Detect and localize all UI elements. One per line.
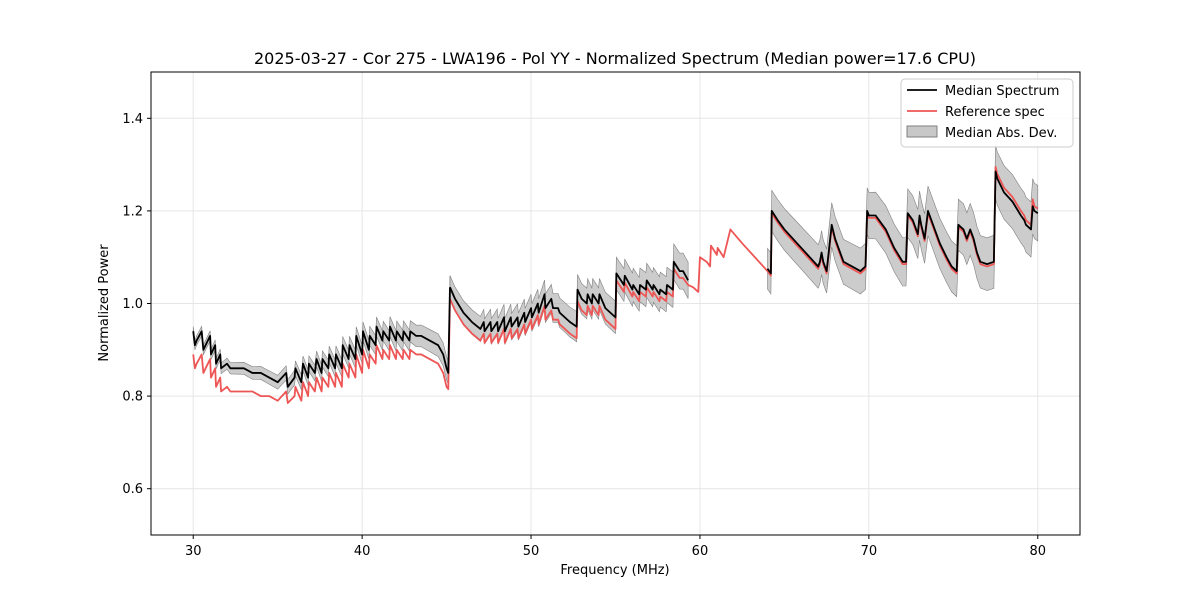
- x-tick-label: 70: [861, 544, 878, 559]
- legend-label-mad: Median Abs. Dev.: [945, 126, 1057, 141]
- x-axis-label: Frequency (MHz): [560, 563, 669, 578]
- y-tick-label: 0.6: [122, 482, 143, 497]
- median-spectrum-line: [192, 287, 451, 388]
- y-tick-label: 1.4: [122, 112, 143, 127]
- legend-swatch-mad: [906, 125, 938, 138]
- median-spectrum-line: [766, 170, 1039, 275]
- legend-label-median: Median Spectrum: [945, 84, 1059, 99]
- median-spectrum-line: [449, 260, 689, 333]
- y-axis-label: Normalized Power: [97, 244, 112, 362]
- reference-spectrum-line: [449, 166, 1039, 344]
- x-tick-label: 80: [1029, 544, 1046, 559]
- x-tick-label: 50: [523, 544, 540, 559]
- legend: Median Spectrum Reference spec Median Ab…: [900, 78, 1074, 148]
- y-tick-label: 0.8: [122, 390, 143, 405]
- reference-spectrum-line: [192, 298, 451, 404]
- x-axis-ticks: 30 40 50 60 70 80: [185, 535, 1046, 559]
- x-tick-label: 30: [185, 544, 202, 559]
- y-tick-label: 1.2: [122, 204, 143, 219]
- y-axis-ticks: 0.6 0.8 1.0 1.2 1.4: [122, 112, 151, 497]
- x-tick-label: 40: [354, 544, 371, 559]
- legend-box: [900, 78, 1074, 148]
- chart-title: 2025-03-27 - Cor 275 - LWA196 - Pol YY -…: [254, 49, 976, 68]
- series-lines: [192, 166, 1039, 404]
- x-tick-label: 60: [692, 544, 709, 559]
- y-tick-label: 1.0: [122, 297, 143, 312]
- legend-label-reference: Reference spec: [945, 105, 1045, 120]
